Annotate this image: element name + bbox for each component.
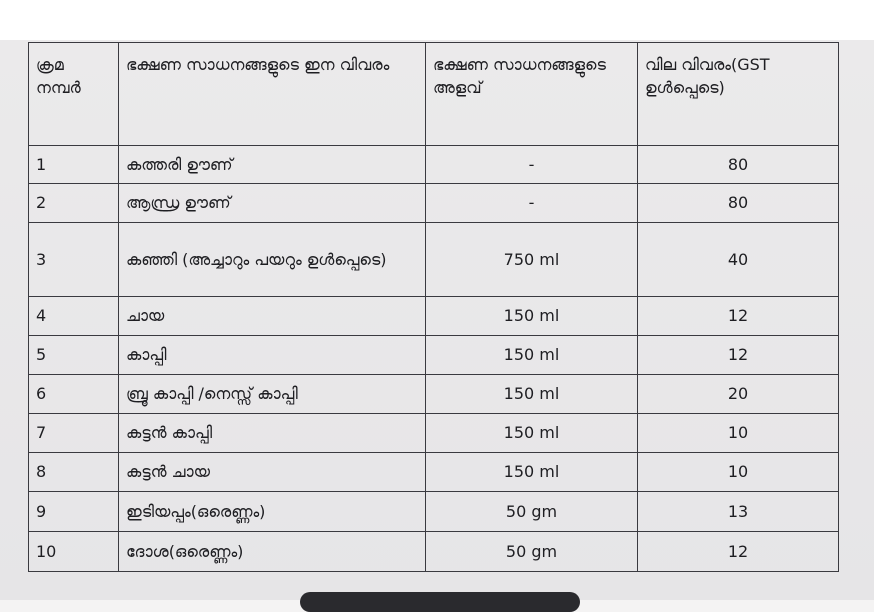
table-row: 7 കട്ടൻ കാപ്പി 150 ml 10 xyxy=(28,413,839,453)
quantity-cell: - xyxy=(425,183,638,223)
price-cell: 80 xyxy=(637,183,839,223)
price-cell: 10 xyxy=(637,413,839,453)
item-cell: കത്തരി ഊണ് xyxy=(118,145,426,184)
table-row: 8 കട്ടൻ ചായ 150 ml 10 xyxy=(28,452,839,492)
quantity-cell: 50 gm xyxy=(425,491,638,532)
table-row: 2 ആന്ധ്ര ഊണ് -80 xyxy=(28,183,839,223)
table-row: 10 ദോശ(ഒരെണ്ണം) 50 gm 12 xyxy=(28,531,839,572)
table-row: 1 കത്തരി ഊണ് -80 xyxy=(28,145,839,184)
price-cell: 10 xyxy=(637,452,839,492)
quantity-cell: 750 ml xyxy=(425,222,638,297)
table-header-row: ക്രമ നമ്പർ ഭക്ഷണ സാധനങ്ങളുടെ ഇന വിവരം ഭക… xyxy=(28,42,839,146)
table-row: 6 ബ്രൂ കാപ്പി /നെസ്സ് കാപ്പി 150 ml 20 xyxy=(28,374,839,414)
header-price: വില വിവരം(GST ഉൾപ്പെടെ) xyxy=(637,42,839,146)
table-row: 3 കഞ്ഞി (അച്ചാറും പയറും ഉൾപ്പെടെ) 750 ml 40 xyxy=(28,222,839,297)
item-cell: ബ്രൂ കാപ്പി /നെസ്സ് കാപ്പി xyxy=(118,374,426,414)
table-row: 9 ഇടിയപ്പം(ഒരെണ്ണം) 50 gm 13 xyxy=(28,491,839,532)
quantity-cell: 50 gm xyxy=(425,531,638,572)
serial-number-cell: 9 xyxy=(28,491,119,532)
table-row: 4 ചായ 150 ml 12 xyxy=(28,296,839,336)
item-cell: ദോശ(ഒരെണ്ണം) xyxy=(118,531,426,572)
quantity-cell: 150 ml xyxy=(425,413,638,453)
quantity-cell: 150 ml xyxy=(425,296,638,336)
top-margin xyxy=(0,0,874,40)
price-cell: 20 xyxy=(637,374,839,414)
bottom-overlay-bar xyxy=(300,592,580,612)
serial-number-cell: 4 xyxy=(28,296,119,336)
price-cell: 12 xyxy=(637,531,839,572)
item-cell: കട്ടൻ ചായ xyxy=(118,452,426,492)
serial-number-cell: 1 xyxy=(28,145,119,184)
serial-number-cell: 10 xyxy=(28,531,119,572)
price-table: ക്രമ നമ്പർ ഭക്ഷണ സാധനങ്ങളുടെ ഇന വിവരം ഭക… xyxy=(28,42,839,572)
item-cell: കഞ്ഞി (അച്ചാറും പയറും ഉൾപ്പെടെ) xyxy=(118,222,426,297)
header-quantity: ഭക്ഷണ സാധനങ്ങളുടെ അളവ് xyxy=(425,42,638,146)
quantity-cell: 150 ml xyxy=(425,335,638,375)
serial-number-cell: 2 xyxy=(28,183,119,223)
quantity-cell: - xyxy=(425,145,638,184)
quantity-cell: 150 ml xyxy=(425,374,638,414)
serial-number-cell: 3 xyxy=(28,222,119,297)
price-cell: 12 xyxy=(637,296,839,336)
serial-number-cell: 8 xyxy=(28,452,119,492)
header-item-description: ഭക്ഷണ സാധനങ്ങളുടെ ഇന വിവരം xyxy=(118,42,426,146)
table-row: 5 കാപ്പി 150 ml 12 xyxy=(28,335,839,375)
item-cell: ചായ xyxy=(118,296,426,336)
price-cell: 80 xyxy=(637,145,839,184)
item-cell: കട്ടൻ കാപ്പി xyxy=(118,413,426,453)
item-cell: കാപ്പി xyxy=(118,335,426,375)
price-cell: 40 xyxy=(637,222,839,297)
price-cell: 13 xyxy=(637,491,839,532)
price-cell: 12 xyxy=(637,335,839,375)
quantity-cell: 150 ml xyxy=(425,452,638,492)
serial-number-cell: 5 xyxy=(28,335,119,375)
item-cell: ഇടിയപ്പം(ഒരെണ്ണം) xyxy=(118,491,426,532)
serial-number-cell: 7 xyxy=(28,413,119,453)
header-serial-number: ക്രമ നമ്പർ xyxy=(28,42,119,146)
item-cell: ആന്ധ്ര ഊണ് xyxy=(118,183,426,223)
serial-number-cell: 6 xyxy=(28,374,119,414)
